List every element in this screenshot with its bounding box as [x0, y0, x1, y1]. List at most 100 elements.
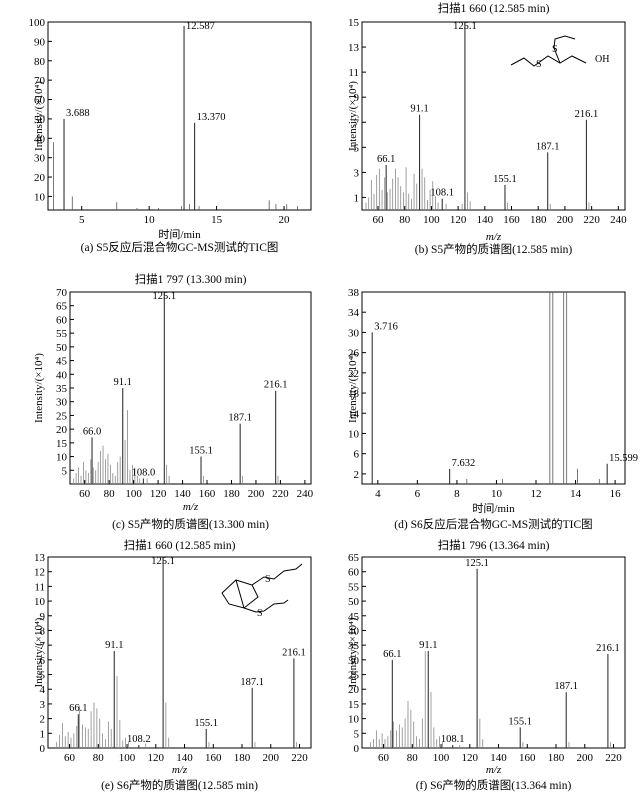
plot-frame — [47, 556, 312, 749]
x-axis-label: m/z — [486, 764, 502, 776]
y-tick-label: 14 — [348, 408, 360, 420]
y-tick-label: 6 — [354, 449, 360, 461]
x-tick-label: 240 — [297, 488, 314, 500]
peak-label: 216.1 — [282, 647, 306, 658]
peak-label: 108.1 — [430, 188, 454, 199]
x-tick-label: 220 — [605, 752, 622, 764]
y-tick-label: 10 — [348, 714, 360, 726]
x-tick-label: 220 — [272, 488, 289, 500]
y-tick-label: 15 — [348, 17, 360, 29]
chart-title: 扫描1 660 (12.585 min) — [124, 538, 236, 552]
chart-title: 扫描1 796 (13.364 min) — [438, 538, 550, 552]
x-tick-label: 20 — [279, 214, 291, 226]
x-tick-label: 120 — [148, 752, 165, 764]
x-tick-label: 15 — [211, 214, 223, 226]
x-tick-label: 5 — [79, 214, 85, 226]
y-tick-label: 2 — [40, 714, 46, 726]
y-tick-label: 10 — [34, 596, 46, 608]
plot-frame — [361, 556, 626, 749]
peak-label: 91.1 — [114, 377, 132, 388]
x-tick-label: 80 — [399, 214, 411, 226]
y-tick-label: 10 — [56, 452, 68, 464]
peak-label: 125.1 — [151, 556, 175, 567]
figure-caption: (d) S6反应后混合物GC-MS测试的TIC图 — [394, 517, 592, 531]
y-tick-label: 9 — [40, 611, 46, 623]
y-axis-label: Intensity/(×10⁴) — [347, 81, 359, 151]
peak-label: 108.0 — [132, 468, 156, 479]
x-tick-label: 60 — [378, 752, 390, 764]
y-tick-label: 5 — [40, 670, 46, 682]
y-tick-label: 65 — [348, 552, 360, 564]
y-tick-label: 50 — [34, 114, 46, 126]
peak-label: 125.1 — [153, 291, 177, 302]
x-axis-label: m/z — [486, 231, 502, 243]
x-tick-label: 180 — [234, 752, 251, 764]
y-tick-label: 30 — [348, 327, 360, 339]
peak-label: 155.1 — [189, 446, 213, 457]
x-tick-label: 160 — [519, 752, 536, 764]
y-tick-label: 50 — [56, 342, 68, 354]
y-tick-label: 0 — [40, 743, 46, 755]
x-tick-label: 200 — [263, 752, 280, 764]
y-tick-label: 60 — [348, 567, 360, 579]
x-tick-label: 140 — [176, 752, 193, 764]
x-tick-label: 60 — [373, 214, 385, 226]
peak-label: 66.1 — [69, 703, 87, 714]
y-tick-label: 30 — [348, 655, 360, 667]
x-tick-label: 12 — [531, 488, 542, 500]
y-tick-label: 5 — [62, 465, 68, 477]
peak-label: 187.1 — [240, 677, 264, 688]
y-tick-label: 30 — [34, 153, 46, 165]
peak-label: 3.688 — [66, 108, 90, 119]
y-tick-label: 4 — [40, 684, 46, 696]
y-tick-label: 5 — [354, 728, 360, 740]
x-tick-label: 80 — [93, 752, 105, 764]
y-tick-label: 12 — [34, 567, 45, 579]
y-tick-label: 26 — [348, 348, 360, 360]
structure-b: S S OH — [510, 35, 609, 70]
y-tick-label: 25 — [348, 670, 360, 682]
y-axis-label: Intensity/(×10⁴) — [33, 617, 45, 687]
peak-label: 66.1 — [377, 154, 395, 165]
y-tick-label: 40 — [348, 625, 360, 637]
peak-label: 108.1 — [441, 734, 465, 745]
peak-label: 66.0 — [83, 426, 101, 437]
peak-label: 91.1 — [419, 640, 437, 651]
y-tick-label: 10 — [34, 191, 46, 203]
y-tick-label: 9 — [354, 92, 360, 104]
y-tick-label: 1 — [354, 192, 360, 204]
y-tick-label: 7 — [40, 640, 46, 652]
y-tick-label: 45 — [348, 611, 360, 623]
y-tick-label: 40 — [34, 133, 46, 145]
y-tick-label: 11 — [348, 67, 359, 79]
peak-label: 12.587 — [186, 21, 215, 32]
y-tick-label: 20 — [56, 424, 68, 436]
x-tick-label: 220 — [291, 752, 308, 764]
figure-caption: (b) S5产物的质谱图(12.585 min) — [415, 242, 573, 256]
y-tick-label: 70 — [34, 75, 46, 87]
y-tick-label: 55 — [348, 581, 360, 593]
figure-caption: (e) S6产物的质谱图(12.585 min) — [101, 778, 258, 792]
x-tick-label: 80 — [407, 752, 419, 764]
peak-label: 3.716 — [374, 321, 398, 332]
x-tick-label: 60 — [79, 488, 91, 500]
y-tick-label: 18 — [348, 388, 360, 400]
atom-label-oh: OH — [595, 54, 609, 65]
x-tick-label: 4 — [375, 488, 381, 500]
y-tick-label: 2 — [354, 469, 360, 481]
figure-caption: (f) S6产物的质谱图(13.364 min) — [416, 778, 572, 792]
y-tick-label: 25 — [56, 410, 68, 422]
x-tick-label: 140 — [174, 488, 191, 500]
peak-label: 187.1 — [228, 413, 252, 424]
y-tick-label: 40 — [56, 369, 68, 381]
x-tick-label: 160 — [503, 214, 520, 226]
x-tick-label: 120 — [150, 488, 167, 500]
atom-label-s1: S — [536, 59, 542, 70]
x-tick-label: 160 — [199, 488, 216, 500]
peak-label: 155.1 — [194, 718, 218, 729]
y-tick-label: 30 — [56, 397, 68, 409]
y-axis-label: Intensity/(×10⁴) — [347, 353, 359, 423]
y-tick-label: 90 — [34, 36, 46, 48]
